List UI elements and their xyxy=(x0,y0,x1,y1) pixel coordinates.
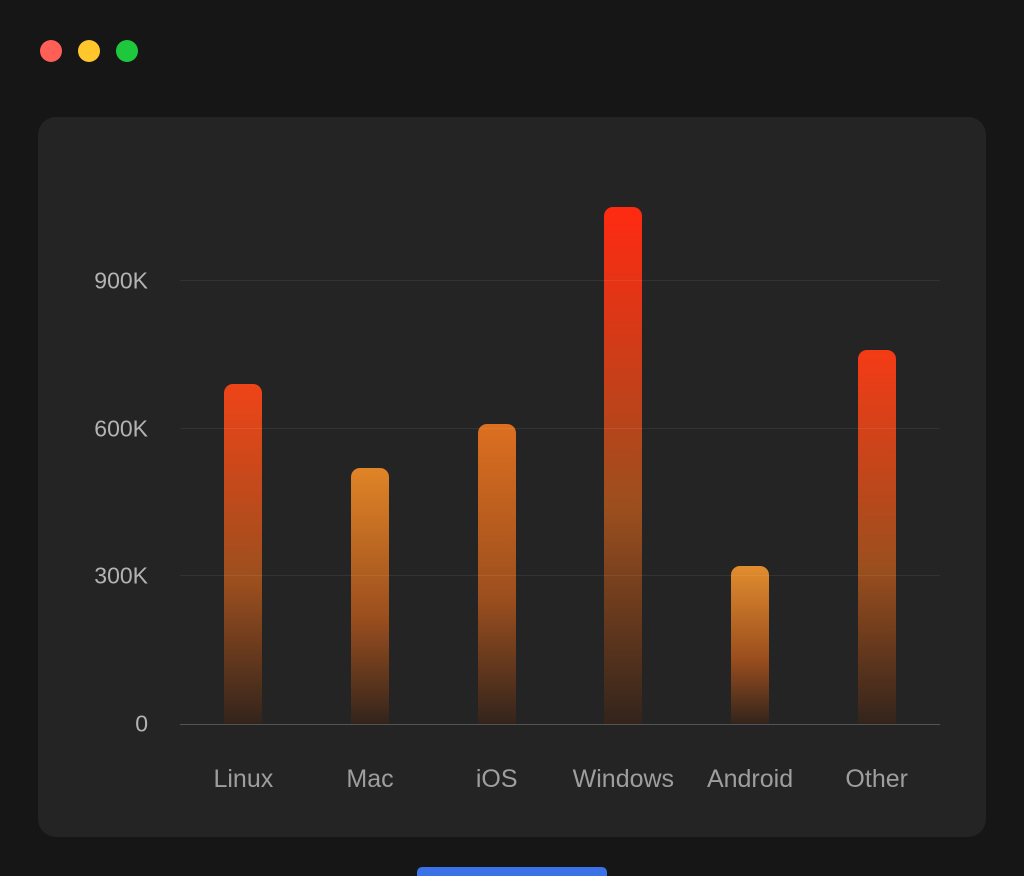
zoom-button[interactable] xyxy=(116,40,138,62)
minimize-button[interactable] xyxy=(78,40,100,62)
bar-other[interactable] xyxy=(857,350,896,724)
bar-android[interactable] xyxy=(730,566,769,724)
chart-panel: 900K 600K 300K 0 Linux Mac iOS Windows Android O… xyxy=(38,117,986,837)
y-axis-label-600k: 600K xyxy=(94,415,148,442)
x-axis-labels: Linux Mac iOS Windows Android Other xyxy=(180,765,940,794)
y-axis-label-0: 0 xyxy=(135,710,148,737)
x-axis-label-windows: Windows xyxy=(572,765,675,793)
bars-container xyxy=(180,117,940,724)
y-axis-label-300k: 300K xyxy=(94,562,148,589)
x-axis-label-other: Other xyxy=(845,765,908,793)
y-axis-label-900k: 900K xyxy=(94,267,148,294)
bottom-accent-bar xyxy=(417,867,607,876)
x-axis-label-ios: iOS xyxy=(475,765,518,793)
close-button[interactable] xyxy=(40,40,62,62)
x-axis-label-linux: Linux xyxy=(213,765,274,793)
bar-mac[interactable] xyxy=(350,468,389,724)
bar-windows[interactable] xyxy=(604,207,643,724)
gridline-600k xyxy=(180,427,940,429)
window-titlebar xyxy=(40,40,138,62)
x-axis-label-android: Android xyxy=(706,765,794,793)
x-axis-label-mac: Mac xyxy=(346,765,394,793)
gridline-900k xyxy=(180,280,940,281)
plot-area: 900K 600K 300K 0 xyxy=(94,117,940,735)
bar-ios[interactable] xyxy=(477,424,516,724)
bar-linux[interactable] xyxy=(224,384,263,724)
gridline-300k xyxy=(180,575,940,577)
